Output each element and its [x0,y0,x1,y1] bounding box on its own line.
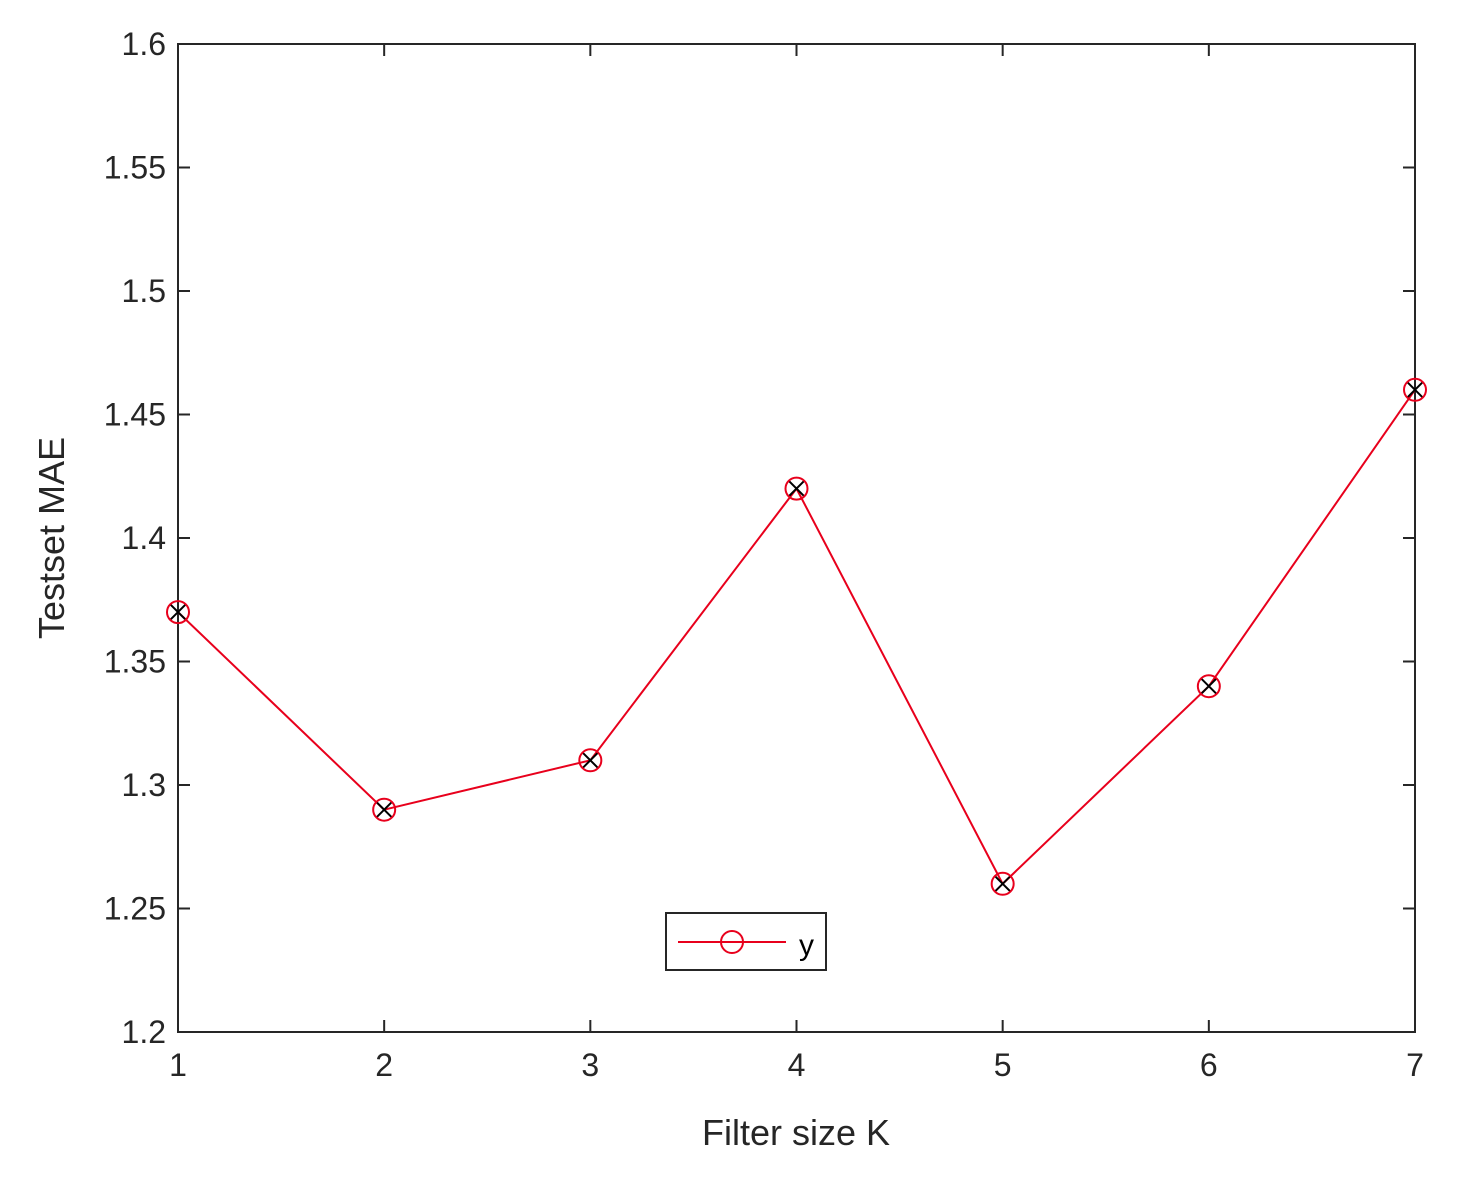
y-tick-label: 1.4 [122,520,166,556]
data-point [166,600,190,625]
data-point-cross [1200,677,1218,695]
x-tick-label: 6 [1200,1047,1218,1083]
x-axis-title: Filter size K [702,1112,890,1153]
x-tick-label: 3 [581,1047,599,1083]
y-tick-label: 1.3 [122,767,166,803]
data-point-cross [993,875,1012,893]
x-tick-label: 4 [788,1047,806,1083]
data-point-cross [581,751,600,770]
data-point [372,797,397,822]
y-axis-ticks: 1.2 1.25 1.3 1.35 1.4 1.45 1.5 1.55 1.6 [104,26,1415,1050]
x-axis-ticks: 1 2 3 4 5 6 7 [169,44,1424,1083]
y-tick-label: 1.55 [104,150,166,186]
legend-label: y [799,929,814,962]
y-tick-label: 1.35 [104,644,166,680]
y-tick-label: 1.45 [104,397,166,433]
y-tick-label: 1.2 [122,1014,166,1050]
y-axis-title: Testset MAE [31,437,72,639]
x-tick-label: 7 [1406,1047,1424,1083]
y-tick-label: 1.25 [104,891,166,927]
data-point-cross [787,479,806,498]
data-point-cross [169,603,187,621]
data-point [784,476,809,501]
x-tick-label: 5 [994,1047,1012,1083]
data-point [578,748,603,773]
x-tick-label: 2 [375,1047,393,1083]
data-point [990,871,1015,896]
legend: y [665,912,827,971]
y-tick-label: 1.5 [122,273,166,309]
y-tick-label: 1.6 [122,26,166,62]
series-layer [166,377,1427,896]
legend-marker [720,930,744,954]
data-point [1196,674,1221,699]
data-point-cross [375,800,393,819]
plot-area [177,43,1416,1033]
data-point-cross [1406,381,1424,399]
data-point [1403,377,1427,402]
x-tick-label: 1 [169,1047,187,1083]
